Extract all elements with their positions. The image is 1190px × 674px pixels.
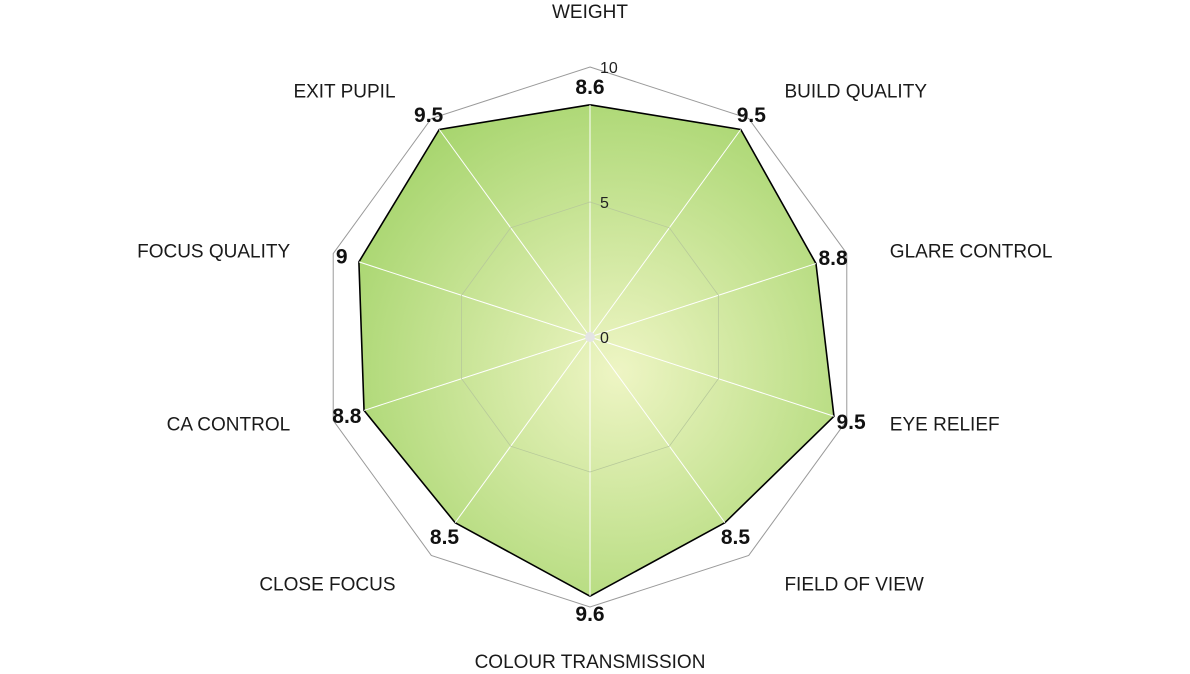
axis-label-eye-relief: EYE RELIEF [890, 415, 1000, 436]
value-label-exit-pupil: 9.5 [414, 104, 444, 127]
spoke-close-focus [454, 336, 591, 523]
value-label-close-focus: 8.5 [430, 526, 460, 549]
tick-label-5: 5 [600, 195, 609, 212]
tick-label-0: 0 [600, 330, 609, 347]
axis-label-ca-control: CA CONTROL [167, 415, 291, 436]
spoke-layer [358, 104, 835, 597]
tick-label-10: 10 [600, 60, 618, 77]
spoke-eye-relief [589, 336, 835, 417]
value-label-weight: 8.6 [575, 76, 604, 99]
axis-label-exit-pupil: EXIT PUPIL [293, 81, 395, 102]
spoke-exit-pupil [438, 129, 591, 338]
center-dot [585, 332, 595, 342]
tick-label-layer: 0 5 10 [600, 60, 618, 347]
grid-ring-10 [332, 66, 848, 608]
axis-label-close-focus: CLOSE FOCUS [259, 575, 395, 596]
spoke-ca-control [363, 336, 591, 411]
axis-label-weight: WEIGHT [552, 2, 628, 23]
spoke-build-quality [589, 129, 742, 338]
axis-label-layer: WEIGHT BUILD QUALITY GLARE CONTROL EYE RELI… [137, 2, 1052, 673]
value-label-ca-control: 8.8 [332, 405, 362, 428]
axis-label-field-of-view: FIELD OF VIEW [784, 575, 923, 596]
series-area [358, 104, 835, 598]
axis-label-build-quality: BUILD QUALITY [784, 81, 927, 102]
spoke-focus-quality [358, 261, 591, 338]
spoke-glare-control [589, 263, 817, 338]
value-label-eye-relief: 9.5 [836, 411, 866, 434]
spoke-field-of-view [589, 336, 726, 523]
value-label-field-of-view: 8.5 [721, 526, 751, 549]
axis-label-focus-quality: FOCUS QUALITY [137, 241, 290, 262]
value-label-layer: 8.6 9.5 8.8 9.5 8.5 9.6 8.5 8.8 9 9.5 [332, 76, 866, 626]
series-area-layer [358, 104, 835, 598]
value-label-build-quality: 9.5 [737, 104, 767, 127]
value-label-glare-control: 8.8 [818, 247, 848, 270]
axis-label-colour-transmission: COLOUR TRANSMISSION [475, 652, 706, 673]
value-label-colour-transmission: 9.6 [575, 603, 604, 626]
value-label-focus-quality: 9 [336, 245, 348, 268]
grid-ring-inner-5 [461, 201, 719, 473]
axis-label-glare-control: GLARE CONTROL [890, 241, 1053, 262]
